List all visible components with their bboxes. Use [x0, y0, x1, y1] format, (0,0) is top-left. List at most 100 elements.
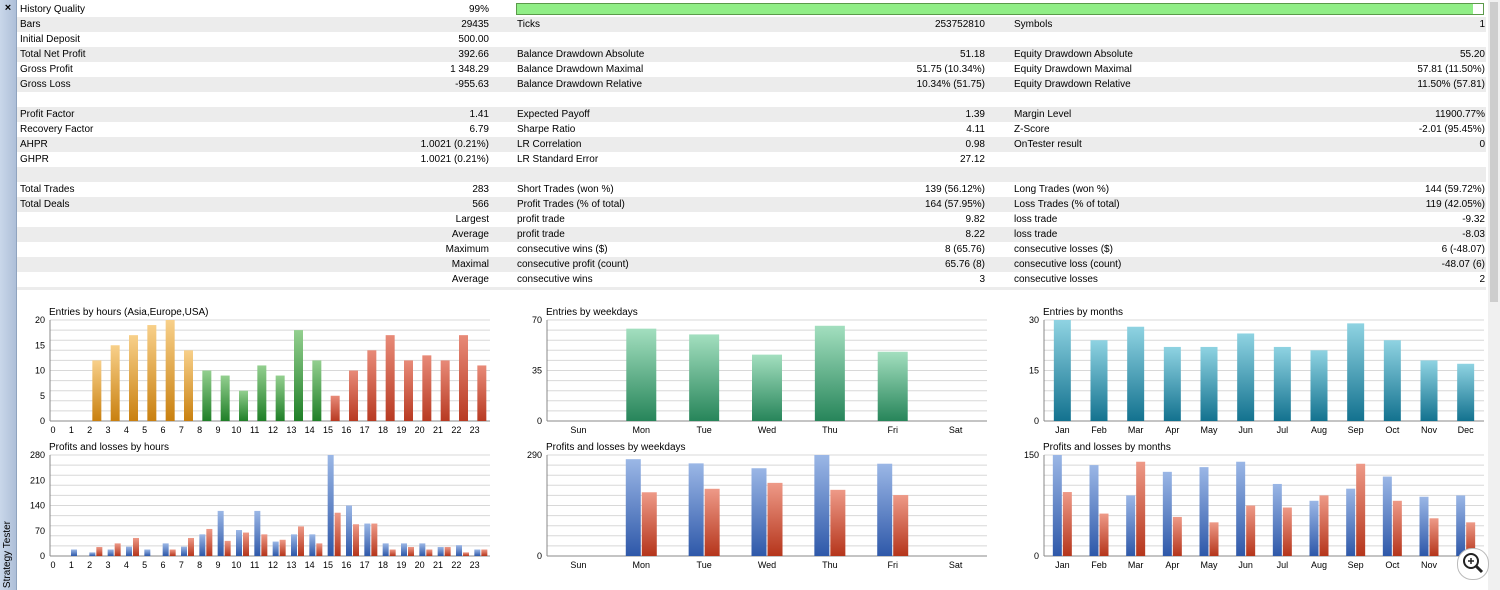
bar — [877, 351, 908, 421]
x-tick-label: Feb — [1091, 560, 1107, 570]
x-tick-label: 16 — [341, 425, 351, 435]
cell-label-3: Equity Drawdown Maximal — [1014, 64, 1132, 75]
x-tick-label: Oct — [1385, 560, 1400, 570]
row-label: History Quality — [20, 4, 86, 15]
x-tick-label: Sun — [570, 425, 586, 435]
loss-bar — [1466, 522, 1476, 556]
cell-label-3: consecutive losses — [1014, 274, 1098, 285]
cell-value-3: -8.03 — [1462, 229, 1485, 240]
report-row: Initial Deposit 500.00 — [17, 32, 1486, 47]
chart-title: Entries by months — [1043, 307, 1123, 318]
zoom-button[interactable] — [1457, 548, 1489, 580]
bar — [129, 335, 138, 421]
profit-bar — [1346, 488, 1356, 556]
cell-value-1: 283 — [472, 184, 489, 195]
bar — [626, 328, 657, 421]
bar — [330, 395, 340, 421]
x-tick-label: May — [1200, 560, 1218, 570]
loss-bar — [1246, 505, 1256, 556]
cell-label-2: consecutive wins ($) — [517, 244, 608, 255]
cell-label-3: Long Trades (won %) — [1014, 184, 1110, 195]
cell-label-2: Balance Drawdown Maximal — [517, 64, 644, 75]
report-row: Recovery Factor 6.79 Sharpe Ratio 4.11 Z-Sco… — [17, 122, 1486, 137]
bar — [312, 360, 322, 421]
report-row: Maximal consecutive profit (count) 65.76 (… — [17, 257, 1486, 272]
cell-label-1: Recovery Factor — [20, 124, 94, 135]
cell-value-1: 500.00 — [458, 34, 489, 45]
x-tick-label: 9 — [215, 560, 220, 570]
x-tick-label: 8 — [197, 560, 202, 570]
chart-4: Profits and losses by weekdays 0 290 Sun Mon… — [527, 442, 987, 570]
scrollbar-thumb[interactable] — [1490, 2, 1498, 302]
profit-bar — [254, 510, 261, 556]
bar — [422, 355, 432, 421]
loss-bar — [1392, 500, 1402, 556]
bar — [477, 365, 487, 421]
cell-value-2: 8 (65.76) — [944, 244, 985, 255]
bar — [404, 360, 413, 421]
cell-value-2: 65.76 (8) — [944, 259, 985, 270]
loss-bar — [279, 539, 286, 556]
y-tick-label: 140 — [30, 501, 45, 511]
profit-bar — [1199, 467, 1209, 556]
x-tick-label: Mon — [633, 560, 651, 570]
report-row: Average profit trade 8.22 loss trade -8.03 — [17, 227, 1486, 242]
bar — [385, 335, 395, 421]
cell-value-1 — [317, 167, 489, 182]
cell-value-3: 2 — [1479, 274, 1485, 285]
cell-label-2: Profit Trades (% of total) — [517, 199, 625, 210]
chart-title: Entries by weekdays — [546, 307, 638, 318]
chart-0: Entries by hours (Asia,Europe,USA)051015… — [35, 307, 490, 435]
x-tick-label: 12 — [268, 425, 278, 435]
cell-label-3: loss trade — [1014, 214, 1058, 225]
profit-bar — [1162, 471, 1172, 556]
x-tick-label: Dec — [1458, 425, 1475, 435]
loss-bar — [243, 532, 249, 556]
y-tick-label: 70 — [35, 526, 45, 536]
chart-2: Entries by months 0 15 30 Jan Feb Mar Apr May Jun… — [1029, 307, 1484, 435]
cell-value-3 — [1267, 32, 1485, 47]
row-value: 99% — [468, 4, 489, 15]
cell-value-3: 57.81 (11.50%) — [1417, 64, 1485, 75]
history-quality-row: History Quality 99% — [17, 2, 1486, 17]
x-tick-label: Nov — [1421, 425, 1438, 435]
loss-bar — [114, 543, 121, 556]
x-tick-label: 4 — [124, 425, 129, 435]
bar — [1200, 346, 1218, 421]
close-icon[interactable]: × — [4, 2, 12, 14]
profit-bar — [382, 543, 389, 556]
cell-value-2: 139 (56.12%) — [924, 184, 985, 195]
y-tick-label: 35 — [532, 366, 542, 376]
x-tick-label: 21 — [433, 560, 443, 570]
profit-bar — [1382, 476, 1392, 556]
loss-bar — [1429, 518, 1439, 556]
x-tick-label: Jul — [1277, 425, 1289, 435]
history-quality-fill — [517, 4, 1474, 14]
x-tick-label: 19 — [396, 560, 406, 570]
cell-label-3: consecutive loss (count) — [1014, 259, 1122, 270]
cell-label-1: Bars — [20, 19, 41, 30]
loss-bar — [133, 537, 139, 556]
bar — [110, 345, 120, 421]
y-tick-label: 0 — [40, 416, 45, 426]
loss-bar — [1209, 522, 1219, 556]
y-tick-label: 0 — [1034, 551, 1039, 561]
cell-label-3: Margin Level — [1014, 109, 1072, 120]
x-tick-label: Wed — [758, 425, 776, 435]
cell-value-1: 1.41 — [469, 109, 489, 120]
x-tick-label: 14 — [305, 425, 315, 435]
scrollbar[interactable] — [1488, 0, 1500, 590]
cell-value-1: 566 — [472, 199, 489, 210]
x-tick-label: Jul — [1277, 560, 1289, 570]
loss-bar — [481, 549, 488, 556]
cell-label-2: consecutive profit (count) — [517, 259, 629, 270]
x-tick-label: Aug — [1311, 425, 1327, 435]
loss-bar — [261, 534, 268, 556]
chart-5: Profits and losses by months 0 150 Jan Feb Ma… — [1024, 442, 1484, 570]
cell-label-2: Sharpe Ratio — [517, 124, 576, 135]
cell-value-3: 11.50% (57.81) — [1417, 79, 1485, 90]
cell-value-2: 51.75 (10.34%) — [916, 64, 985, 75]
window-title: Strategy Tester — [2, 520, 13, 588]
loss-bar — [353, 524, 359, 556]
x-tick-label: 3 — [105, 425, 110, 435]
